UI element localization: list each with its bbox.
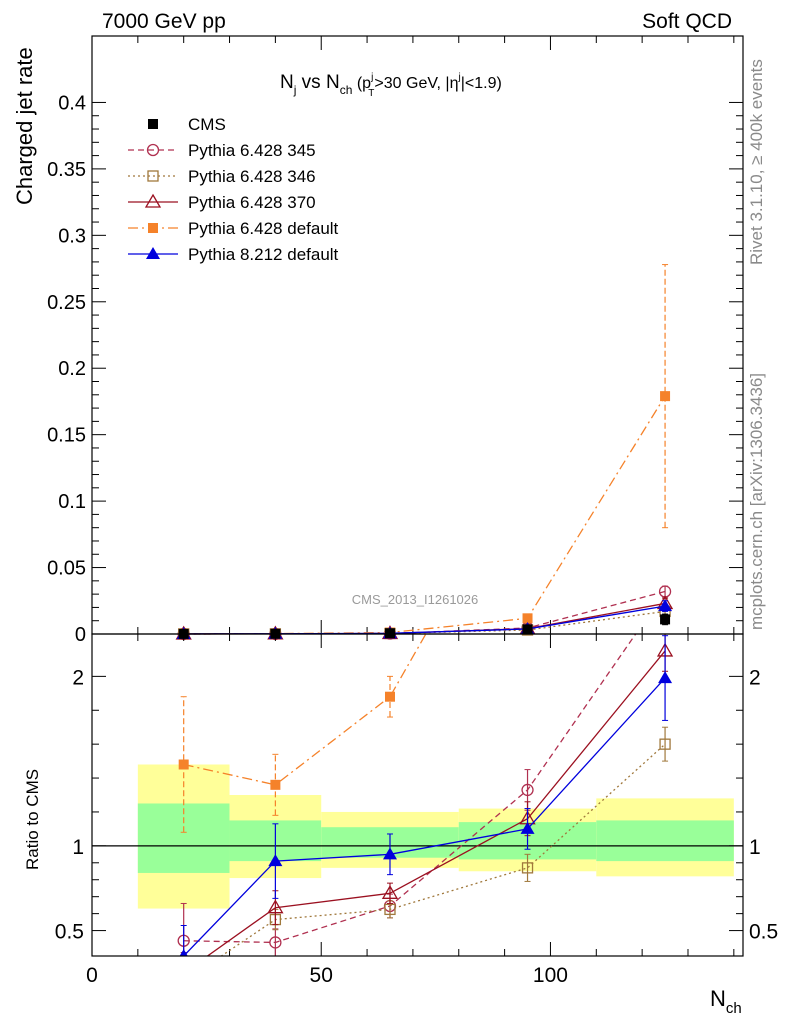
ratio-point-p8def [268,854,283,867]
ratio-line-p345 [183,634,637,944]
main-point-cms [660,614,671,625]
ratio-ytick-label: 1 [72,836,84,859]
ratio-point-p346 [659,738,671,750]
legend-marker-p8def [146,247,160,259]
legend-item-p370: Pythia 6.428 370 [128,193,316,212]
legend-label-p345: Pythia 6.428 345 [188,141,316,160]
legend-item-p8def: Pythia 8.212 default [128,245,339,264]
ratio-xtick-label: 0 [86,964,98,987]
ratio-series-p6def [178,451,669,833]
ratio-point-p8def [179,949,188,956]
analysis-watermark: CMS_2013_I1261026 [352,592,479,607]
main-point-p6def [660,391,671,402]
ratio-frame [91,633,744,957]
ratio-series-p345 [177,634,669,956]
ratio-ytick-label-right: 0.5 [749,921,778,944]
ratio-line-p6def [183,634,427,786]
ratio-point-p346 [521,862,534,874]
main-ytick-label: 0.3 [58,225,86,247]
ratio-xtick-label: 50 [310,964,333,987]
ratio-point-p345 [269,936,282,949]
band-inner-4 [596,820,734,862]
legend-marker-cms [148,119,158,129]
band-inner-0 [137,803,230,873]
y-axis-label-main: Charged jet rate [12,47,37,205]
main-point-p6def [522,613,533,624]
ratio-series-area [177,451,674,986]
main-ytick-label: 0.2 [58,358,86,380]
main-series-p6def [178,264,671,639]
ratio-ytick-label: 2 [72,666,84,689]
ratio-point-p6def [270,779,281,790]
main-line-p346 [183,610,666,635]
main-ytick-label: 0.05 [47,558,86,580]
ratio-ytick-label: 0.5 [55,921,84,944]
header-left: 7000 GeV pp [102,10,226,33]
plot-title: Nj vs Nch (pj T>30 GeV, |ηj|<1.9) [280,72,502,99]
ratio-point-p345 [521,783,534,797]
main-point-p8def [658,599,673,612]
ratio-ytick-label-right: 2 [749,666,761,689]
ratio-point-p370 [177,966,191,978]
legend-marker-p346 [147,170,159,182]
legend-marker-p370 [144,193,162,208]
legend: CMS Pythia 6.428 345 Pythia 6.428 346 Pythi… [128,115,339,264]
side-text-mcplots: mcplots.cern.ch [arXiv:1306.3436] [747,373,766,630]
ratio-point-p346 [384,903,396,916]
ratio-point-p6def [384,691,395,702]
legend-label-p8def: Pythia 8.212 default [188,245,339,264]
legend-label-p346: Pythia 6.428 346 [188,167,316,186]
main-ytick-label: 0.1 [58,491,86,513]
ratio-point-p8def [382,847,397,860]
ratio-point-p8def [520,821,535,834]
legend-marker-p6def [148,223,158,233]
main-point-cms [522,624,533,635]
legend-item-cms: CMS [148,115,226,134]
ratio-bands [137,764,734,909]
ratio-point-p346 [179,976,189,986]
legend-marker-p345 [146,143,160,157]
main-ytick-label: 0.4 [58,92,86,114]
legend-item-p345: Pythia 6.428 345 [128,141,316,160]
main-ytick-label: 0.15 [47,425,86,447]
legend-label-p6def: Pythia 6.428 default [188,219,339,238]
header-right: Soft QCD [642,10,732,33]
main-ytick-label: 0 [75,624,86,646]
ratio-point-p8def [658,671,673,684]
side-text-rivet: Rivet 3.1.10, ≥ 400k events [747,59,766,265]
ratio-point-p6def [178,759,189,770]
main-ytick-label: 0.35 [47,159,86,181]
legend-item-p6def: Pythia 6.428 default [128,219,339,238]
x-axis-label: Nch [710,986,742,1017]
ratio-point-p6def [523,451,533,461]
legend-label-cms: CMS [188,115,226,134]
main-ytick-label: 0.25 [47,292,86,314]
ratio-point-p370 [267,899,284,914]
ratio-series-p8def [179,635,673,956]
legend-item-p346: Pythia 6.428 346 [128,167,316,186]
y-axis-label-ratio: Ratio to CMS [23,769,42,870]
main-point-cms [384,628,395,639]
legend-label-p370: Pythia 6.428 370 [188,193,316,212]
ratio-point-p370 [381,885,399,899]
ratio-xtick-label: 100 [533,964,568,987]
ratio-ytick-label-right: 1 [749,836,761,859]
